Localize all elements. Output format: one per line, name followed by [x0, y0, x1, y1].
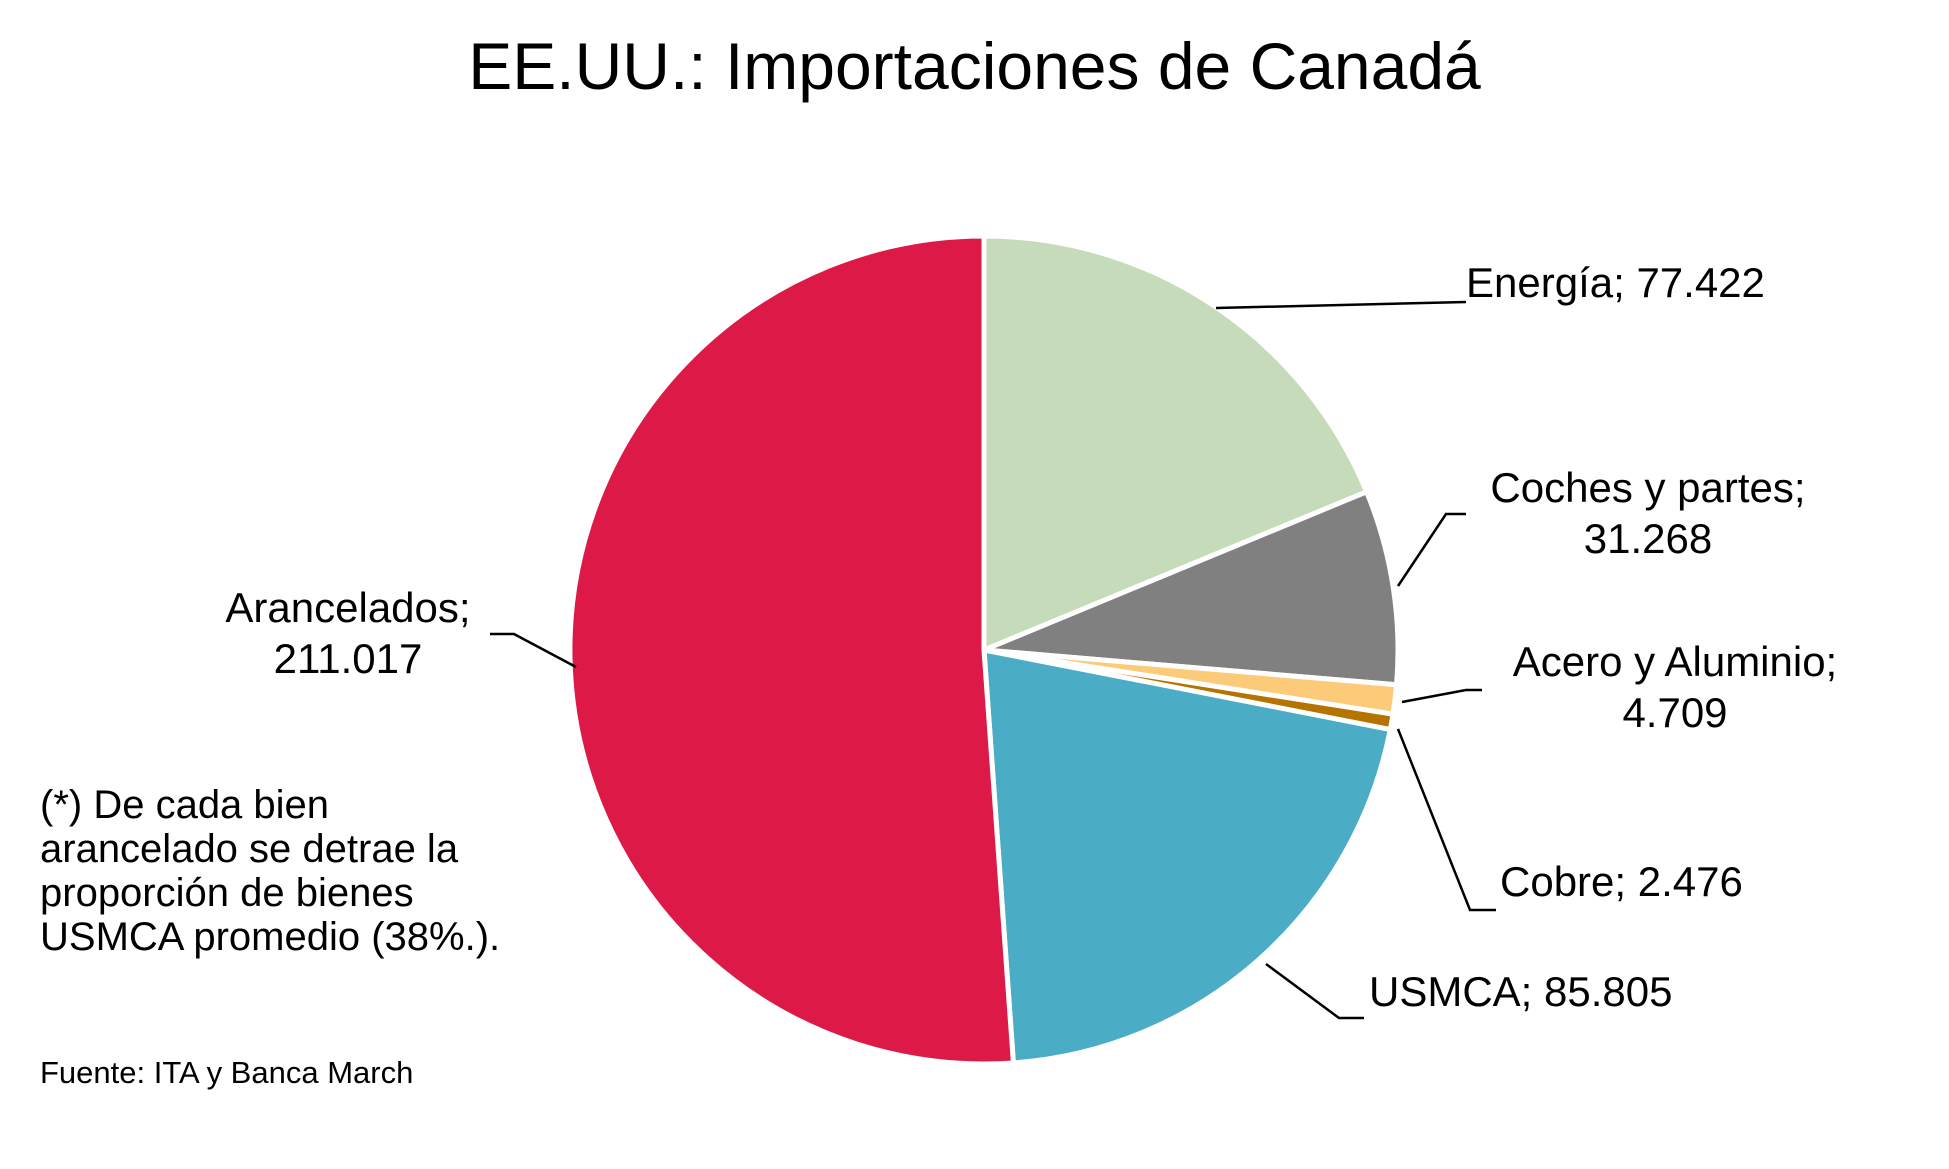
leader-line — [1265, 962, 1364, 1020]
leader-line — [1215, 300, 1467, 310]
data-label: Cobre; 2.476 — [1500, 858, 1743, 905]
leader-line — [1396, 728, 1496, 912]
leader-lines-layer — [490, 300, 1496, 1020]
data-label: 4.709 — [1622, 689, 1727, 736]
chart-title: EE.UU.: Importaciones de Canadá — [468, 29, 1481, 103]
data-label: Coches y partes; — [1490, 464, 1805, 511]
slices-layer — [567, 233, 1401, 1067]
leader-line — [1401, 688, 1482, 704]
pie-slice-coches-y-partes — [981, 489, 1401, 688]
data-label: 31.268 — [1584, 515, 1712, 562]
leader-line — [490, 632, 577, 669]
data-label: Energía; 77.422 — [1466, 259, 1765, 306]
data-label: Arancelados; — [225, 584, 470, 631]
leader-line — [1396, 512, 1466, 587]
data-label: 211.017 — [274, 635, 423, 682]
data-label: USMCA; 85.805 — [1369, 968, 1672, 1015]
data-labels-layer: Energía; 77.422 Coches y partes;31.268 Ace… — [225, 259, 1837, 1015]
data-label: Acero y Aluminio; — [1513, 638, 1837, 685]
footnote: (*) De cada bien arancelado se detrae la… — [40, 783, 501, 959]
source-note: Fuente: ITA y Banca March — [40, 1055, 414, 1090]
pie-slice-usmca — [981, 647, 1393, 1066]
pie-slice-energía — [981, 233, 1370, 653]
pie-slice-arancelados — [567, 233, 1016, 1067]
